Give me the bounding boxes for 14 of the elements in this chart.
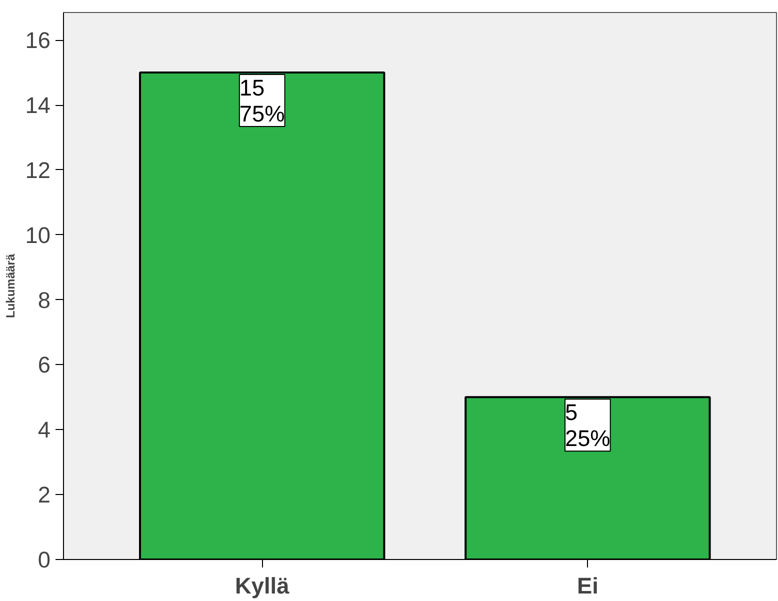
y-tick-label: 16 — [25, 27, 50, 54]
y-tick-label: 8 — [38, 286, 51, 313]
y-tick-label: 0 — [38, 546, 51, 572]
y-tick-label: 4 — [38, 416, 51, 443]
x-tick-label: Kyllä — [235, 572, 290, 598]
y-tick-label: 6 — [38, 352, 51, 378]
x-tick-label: Ei — [576, 572, 598, 598]
y-tick-label: 10 — [25, 222, 50, 248]
y-tick-label: 12 — [25, 156, 50, 183]
data-label: 15 75% — [239, 74, 285, 127]
data-label: 5 25% — [564, 399, 610, 452]
y-tick-label: 14 — [25, 92, 50, 118]
y-axis-title: Lukumäärä — [3, 254, 18, 318]
y-tick-label: 2 — [38, 482, 51, 508]
